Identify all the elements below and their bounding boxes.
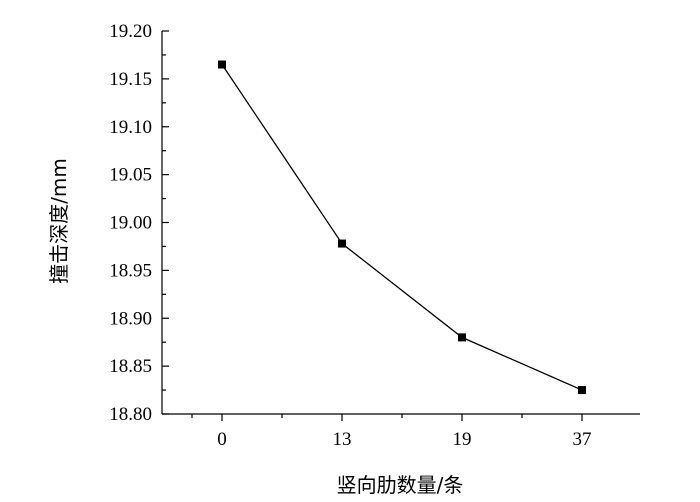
x-tick-label: 37 (573, 429, 592, 450)
y-axis-label: 撞击深度/mm (47, 158, 71, 284)
data-point-marker (338, 239, 346, 248)
x-axis-ticks: 0 13 19 37 (191, 414, 592, 450)
x-tick-label: 19 (453, 429, 472, 450)
x-tick-label: 0 (217, 429, 227, 450)
data-point-marker (218, 60, 226, 69)
y-tick-label: 18.85 (109, 356, 152, 377)
y-tick-label: 19.00 (109, 213, 152, 234)
data-point-marker (578, 386, 586, 395)
y-tick-label: 18.90 (109, 308, 152, 329)
x-axis-label: 竖向肋数量/条 (337, 473, 464, 497)
y-tick-label: 19.15 (109, 69, 152, 90)
axes (161, 31, 640, 415)
y-tick-label: 19.20 (109, 21, 152, 42)
y-axis-ticks: 18.80 18.85 18.90 18.95 19.00 19.05 19.10 19.15… (109, 21, 169, 425)
data-point-marker (458, 333, 466, 342)
series-line (218, 60, 586, 395)
series-line-path (221, 64, 583, 391)
y-tick-label: 19.10 (109, 117, 152, 138)
y-tick-label: 18.95 (109, 260, 152, 281)
y-tick-label: 19.05 (109, 165, 152, 186)
x-tick-label: 13 (333, 429, 352, 450)
y-tick-label: 18.80 (109, 404, 152, 425)
